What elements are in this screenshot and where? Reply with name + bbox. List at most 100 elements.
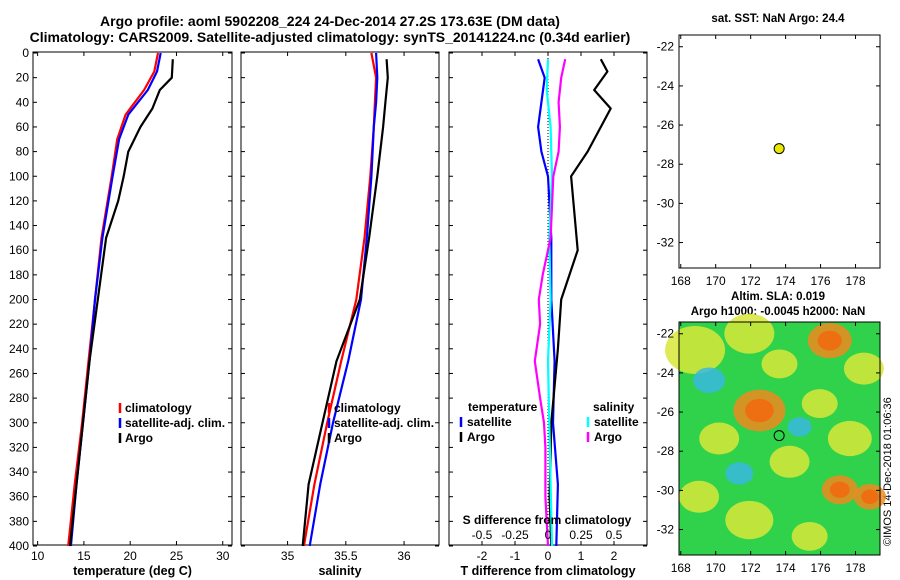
altim-map-y-tick-label: -26 bbox=[657, 405, 675, 419]
y-tick-label: 400 bbox=[9, 539, 29, 553]
sla-blob bbox=[769, 445, 810, 478]
y-tick-label: 300 bbox=[9, 416, 29, 430]
altim-map-x-tick-label: 168 bbox=[671, 561, 691, 575]
altim-map-argo-location-marker bbox=[773, 430, 785, 442]
altim-map-y-tick-label: -28 bbox=[657, 444, 675, 458]
sla-blob-core bbox=[829, 481, 850, 498]
x-tick-label: 35 bbox=[281, 549, 295, 563]
sla-blob bbox=[801, 389, 838, 418]
sla-blob bbox=[724, 313, 775, 354]
sat-sst-map-x-tick-label: 178 bbox=[846, 274, 866, 288]
altim-map-y-tick-label: -22 bbox=[657, 327, 675, 341]
altim-map-x-tick-label: 172 bbox=[741, 561, 761, 575]
y-tick-label: 200 bbox=[9, 293, 29, 307]
legend-label-temp-1: satellite-adj. clim. bbox=[125, 416, 225, 430]
sat-sst-map-y-tick-label: -30 bbox=[657, 196, 675, 210]
altim-map-x-tick-label: 176 bbox=[811, 561, 831, 575]
y-tick-label: 280 bbox=[9, 391, 29, 405]
legend-label-sal-0: climatology bbox=[334, 401, 401, 415]
sla-blob bbox=[679, 480, 720, 513]
x-axis-label: T difference from climatology bbox=[460, 564, 635, 578]
sla-blob bbox=[699, 422, 740, 455]
sst-map-title: sat. SST: NaN Argo: 24.4 bbox=[711, 13, 845, 25]
salinity-climatology-line bbox=[302, 52, 378, 547]
sla-blob bbox=[665, 325, 726, 374]
y-tick-label: 60 bbox=[16, 120, 30, 134]
y-tick-label: 360 bbox=[9, 490, 29, 504]
legend-label-temp-0: climatology bbox=[125, 401, 192, 415]
y-tick-label: 180 bbox=[9, 268, 29, 282]
altim-map-y-tick-label: -32 bbox=[657, 523, 675, 537]
salinity-difference-tick-label: -0.5 bbox=[472, 528, 493, 542]
sla-blob bbox=[693, 367, 726, 394]
y-tick-label: 320 bbox=[9, 440, 29, 454]
x-tick-label: 15 bbox=[77, 549, 91, 563]
y-tick-label: 340 bbox=[9, 465, 29, 479]
sla-blob bbox=[843, 352, 884, 385]
sat-sst-map-x-tick-label: 176 bbox=[811, 274, 831, 288]
sla-blob bbox=[761, 349, 798, 379]
altim-map-frame bbox=[678, 321, 881, 556]
sat-sst-map-y-tick-label: -32 bbox=[657, 236, 675, 250]
altim-map-y-tick-label: -30 bbox=[657, 483, 675, 497]
sla-blob-core bbox=[861, 489, 879, 504]
y-tick-label: 260 bbox=[9, 366, 29, 380]
sat-sst-map-frame bbox=[678, 34, 881, 269]
sat-sst-map-x-tick-label: 174 bbox=[776, 274, 796, 288]
x-tick-label: 0 bbox=[545, 549, 552, 563]
figure-title-line1: Argo profile: aoml 5902208_224 24-Dec-20… bbox=[100, 13, 560, 29]
altim-map-title-line1: Altim. SLA: 0.019 bbox=[731, 291, 825, 303]
altim-map-x-tick-label: 178 bbox=[846, 561, 866, 575]
salinity-difference-tick-label: 0 bbox=[545, 528, 552, 542]
y-tick-label: 100 bbox=[9, 169, 29, 183]
altim-map-title-line2: Argo h1000: -0.0045 h2000: NaN bbox=[690, 306, 866, 318]
sla-field bbox=[665, 313, 886, 555]
x-tick-label: -2 bbox=[477, 549, 488, 563]
temperature-plot-frame bbox=[32, 51, 233, 546]
x-tick-label: 36 bbox=[397, 549, 411, 563]
sla-blob-core bbox=[745, 398, 774, 423]
sat-sst-map-argo-location-marker bbox=[773, 143, 785, 155]
legend-label-temp-2: Argo bbox=[125, 431, 153, 445]
diff-s-satellite-line bbox=[545, 59, 554, 547]
y-tick-label: 80 bbox=[16, 145, 30, 159]
salinity-plot-frame bbox=[240, 51, 440, 546]
legend-title-temperature: temperature bbox=[468, 400, 538, 414]
sat-sst-map-y-tick-label: -26 bbox=[657, 118, 675, 132]
sat-sst-map-y-tick-label: -28 bbox=[657, 157, 675, 171]
legend-title-salinity: salinity bbox=[593, 400, 635, 414]
sla-blob bbox=[787, 417, 812, 437]
temperature-argo-line bbox=[68, 59, 174, 547]
salinity-difference-tick-label: -0.25 bbox=[501, 528, 529, 542]
legend-label-sal-2: Argo bbox=[334, 431, 362, 445]
x-tick-label: 1 bbox=[578, 549, 585, 563]
y-tick-label: 40 bbox=[16, 95, 30, 109]
sat-sst-map-y-tick-label: -22 bbox=[657, 40, 675, 54]
sla-blob bbox=[725, 462, 754, 485]
y-tick-label: 140 bbox=[9, 219, 29, 233]
legend-label-tdiff-0: satellite bbox=[467, 415, 512, 429]
sat-sst-map-y-tick-label: -24 bbox=[657, 79, 675, 93]
legend-label-sdiff-0: satellite bbox=[594, 415, 639, 429]
altim-map-y-tick-label: -24 bbox=[657, 366, 675, 380]
legend-label-sdiff-1: Argo bbox=[594, 430, 622, 444]
sla-blob bbox=[827, 420, 872, 457]
diff-s-argo-line bbox=[533, 58, 567, 547]
x-axis-label: temperature (deg C) bbox=[73, 564, 192, 578]
salinity-argo-line bbox=[301, 59, 389, 547]
sat-sst-map-x-tick-label: 168 bbox=[671, 274, 691, 288]
sla-blob-core bbox=[817, 330, 842, 351]
y-tick-label: 120 bbox=[9, 194, 29, 208]
y-tick-label: 220 bbox=[9, 317, 29, 331]
diff-t-argo-line bbox=[548, 58, 612, 547]
x-tick-label: 2 bbox=[611, 549, 618, 563]
x-tick-label: 10 bbox=[31, 549, 45, 563]
x-tick-label: 20 bbox=[124, 549, 138, 563]
y-tick-label: 160 bbox=[9, 243, 29, 257]
y-tick-label: 20 bbox=[16, 71, 30, 85]
x-tick-label: 30 bbox=[216, 549, 230, 563]
salinity-difference-tick-label: 0.5 bbox=[606, 528, 623, 542]
altim-map-x-tick-label: 170 bbox=[706, 561, 726, 575]
sla-blob bbox=[791, 521, 828, 551]
